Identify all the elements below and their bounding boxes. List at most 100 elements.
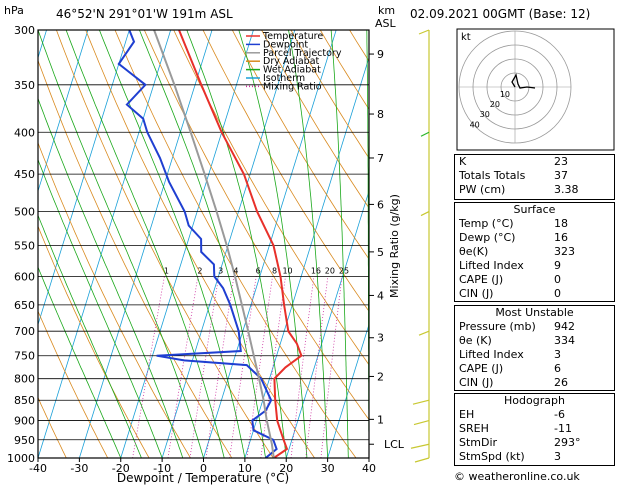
x-axis-label: Dewpoint / Temperature (°C) [117, 471, 289, 485]
dry-adiabat [261, 30, 369, 209]
dry-adiabat [202, 30, 369, 313]
dewpoint-line [117, 30, 278, 458]
hodograph-unit-label: kt [461, 32, 471, 43]
dry-adiabat [231, 30, 369, 260]
isotherm-line [78, 30, 213, 458]
surface-title: Surface [513, 203, 556, 216]
temperature-line [178, 30, 303, 458]
wind-profile [410, 29, 430, 463]
isotherm-line [327, 323, 369, 458]
mu-row: Pressure (mb) 942 [459, 320, 575, 333]
surface-row: θe(K) 323 [459, 245, 575, 258]
km-unit-label: km [378, 4, 395, 17]
mixing-ratio-line [246, 276, 273, 458]
x-tick-label: -40 [29, 462, 47, 475]
pressure-tick-label: 700 [14, 325, 35, 338]
surface-row: Temp (°C) 18 [459, 217, 568, 230]
mixing-ratio-label: 25 [339, 266, 349, 275]
hodograph-frame [456, 28, 615, 151]
legend-label: Temperature [262, 31, 323, 42]
hodo-row: EH -6 [459, 408, 565, 421]
pressure-tick-label: 350 [14, 79, 35, 92]
pressure-tick-label: 600 [14, 270, 35, 283]
pressure-tick-label: 650 [14, 299, 35, 312]
wet-adiabat [288, 30, 328, 458]
x-tick-label: -20 [112, 462, 130, 475]
credit-text: © weatheronline.co.uk [454, 470, 580, 483]
x-tick-label: 10 [238, 462, 252, 475]
pressure-tick-label: 950 [14, 434, 35, 447]
isotherm-line [38, 30, 172, 458]
mixing-ratio-label: 16 [311, 266, 321, 275]
km-tick-label: 9 [377, 48, 384, 61]
surface-row: Dewp (°C) 16 [459, 231, 568, 244]
index-row-k: K 23 [459, 155, 568, 168]
parcel-trajectory-line [153, 30, 275, 458]
wind-barb [413, 419, 430, 426]
hodograph-panel: Hodograph EH -6 SREH -11 StmDir 293° StmSpd… [454, 393, 615, 466]
pressure-tick-label: 500 [14, 206, 35, 219]
km-tick-label: 6 [377, 198, 384, 211]
hodograph-title: Hodograph [504, 394, 565, 407]
dry-adiabat [56, 30, 274, 458]
hodograph-ring-label: 30 [480, 110, 490, 119]
hodo-row: StmSpd (kt) 3 [459, 450, 561, 463]
indices-panel: K 23 Totals Totals 37 PW (cm) 3.38 [454, 154, 615, 200]
mixing-ratio-line [305, 276, 329, 458]
date-title: 02.09.2021 00GMT (Base: 12) [410, 7, 591, 21]
dry-adiabat [38, 310, 109, 458]
mixing-ratio-label: 4 [233, 266, 238, 275]
most-unstable-title: Most Unstable [495, 306, 574, 319]
hodograph-ring-label: 20 [490, 100, 500, 109]
x-tick-label: 0 [200, 462, 207, 475]
lcl-label: LCL [384, 438, 405, 451]
mu-row: θe (K) 334 [459, 334, 575, 347]
mixing-ratio-line [132, 276, 165, 458]
legend-label: Wet Adiabat [263, 65, 321, 76]
isotherm-line [38, 30, 130, 326]
dry-adiabat [290, 30, 369, 159]
km-tick-label: 7 [377, 152, 384, 165]
hodo-row: StmDir 293° [459, 436, 581, 449]
mixing-ratio-label: 1 [164, 266, 169, 275]
wind-barb [410, 443, 430, 449]
mixing-ratio-label: 2 [197, 266, 202, 275]
surface-row: Lifted Index 9 [459, 259, 561, 272]
wet-adiabat [330, 30, 349, 458]
pressure-tick-label: 1000 [7, 452, 35, 465]
x-tick-label: -10 [153, 462, 171, 475]
km-tick-label: 3 [377, 332, 384, 345]
pressure-tick-label: 750 [14, 350, 35, 363]
pressure-tick-label: 800 [14, 373, 35, 386]
mixing-ratio-line [205, 276, 235, 458]
legend-label: Dry Adiabat [263, 56, 320, 67]
isotherm-line [203, 30, 337, 458]
isotherm-line [244, 56, 369, 458]
plot-content: 1 2 3 4 6 8 10 16 20 25 [38, 30, 369, 458]
mixing-ratio-line [229, 276, 257, 458]
pressure-tick-label: 400 [14, 126, 35, 139]
mixing-ratio-line [320, 276, 343, 458]
hpa-unit-label: hPa [4, 4, 24, 17]
pressure-tick-label: 550 [14, 239, 35, 252]
pressure-tick-label: 850 [14, 394, 35, 407]
wind-barb [412, 399, 430, 405]
wind-barb [418, 330, 430, 336]
most-unstable-panel: Most Unstable Pressure (mb) 942 θe (K) 334… [454, 305, 615, 391]
station-title: 46°52'N 291°01'W 191m ASL [56, 7, 233, 21]
isotherm-line [38, 30, 89, 193]
mu-row: Lifted Index 3 [459, 348, 561, 361]
mixing-ratio-label: 6 [256, 266, 261, 275]
hodograph-ring-label: 10 [500, 90, 510, 99]
x-tick-label: 40 [362, 462, 376, 475]
dry-adiabat [38, 396, 67, 458]
plot-frame [37, 29, 370, 459]
legend-label: Parcel Trajectory [263, 48, 342, 59]
hodograph-ring-label: 40 [470, 120, 480, 129]
mixing-ratio-label: 8 [272, 266, 277, 275]
isotherm-line [285, 189, 369, 458]
mixing-ratio-line [290, 276, 315, 458]
axes: 3003504004505005506006507007508008509009… [7, 24, 405, 475]
